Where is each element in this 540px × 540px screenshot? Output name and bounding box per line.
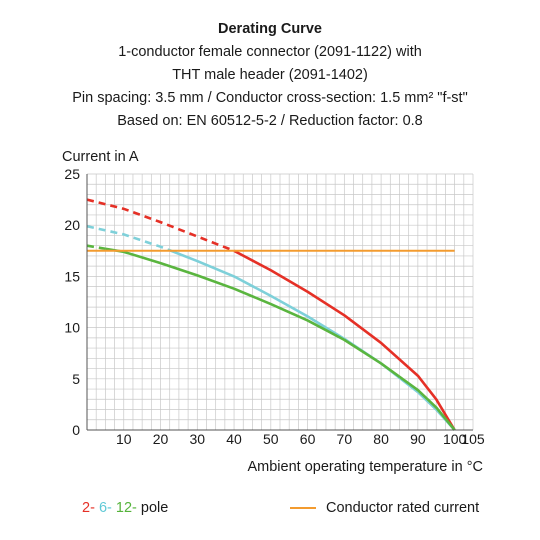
legend-12-pole: 12-: [115, 500, 137, 516]
x-tick-label: 70: [337, 431, 353, 447]
x-tick-label: 30: [189, 431, 205, 447]
y-tick-label: 25: [64, 166, 80, 182]
x-tick-label: 60: [300, 431, 316, 447]
rated-current-swatch: [290, 507, 316, 509]
y-tick-label: 20: [64, 217, 80, 233]
y-tick-label: 5: [72, 371, 80, 387]
legend-2-pole: 2-: [82, 500, 95, 516]
series-line-dashed: [86, 224, 169, 251]
x-tick-label: 40: [226, 431, 242, 447]
x-axis-label: Ambient operating temperature in °C: [247, 459, 483, 475]
x-tick-label: 105: [461, 431, 485, 447]
x-tick-label: 20: [153, 431, 169, 447]
series-line-solid: [167, 248, 456, 431]
x-tick-label: 80: [373, 431, 389, 447]
subtitle-line-3: Pin spacing: 3.5 mm / Conductor cross-se…: [72, 90, 468, 106]
series-layer: [86, 198, 456, 431]
legend-pole-suffix: pole: [140, 500, 169, 516]
y-tick-label: 15: [64, 268, 80, 284]
series-line-dashed: [86, 198, 235, 253]
x-tick-label: 50: [263, 431, 279, 447]
legend-6-pole: 6-: [98, 500, 112, 516]
y-tick-label: 10: [64, 320, 80, 336]
y-axis-label: Current in A: [62, 149, 139, 165]
y-tick-label: 0: [72, 422, 80, 438]
pole-legend: 2- 6- 12- pole: [82, 500, 168, 516]
rated-current-legend: Conductor rated current: [290, 500, 479, 516]
rated-current-label: Conductor rated current: [326, 500, 480, 516]
x-tick-label: 10: [116, 431, 132, 447]
grid: [86, 173, 474, 431]
series-line-dashed: [86, 244, 106, 251]
series-line-solid: [233, 249, 456, 431]
x-tick-label: 90: [410, 431, 426, 447]
chart-title: Derating Curve: [218, 21, 322, 37]
chart-header: Derating Curve 1-conductor female connec…: [0, 18, 540, 133]
subtitle-line-2: THT male header (2091-1402): [172, 67, 368, 83]
series-line-solid: [105, 247, 456, 431]
x-tick-label: 100: [443, 431, 467, 447]
subtitle-line-4: Based on: EN 60512-5-2 / Reduction facto…: [117, 113, 423, 129]
subtitle-line-1: 1-conductor female connector (2091-1122)…: [118, 44, 422, 60]
